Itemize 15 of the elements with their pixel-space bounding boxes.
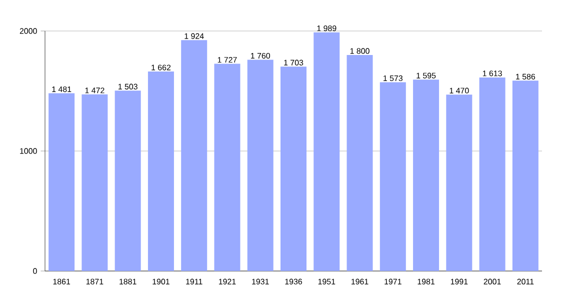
bar: [280, 66, 307, 271]
bar: [446, 94, 472, 271]
bar: [148, 72, 174, 271]
bar: [48, 93, 75, 271]
bar: [181, 40, 208, 271]
bar: [247, 60, 274, 271]
bar: [314, 32, 340, 271]
bar: [214, 64, 240, 271]
bar: [479, 77, 506, 271]
bar: [512, 80, 538, 271]
bar: [82, 94, 108, 271]
bar: [413, 80, 440, 271]
bar: [380, 82, 406, 271]
bar: [114, 90, 141, 271]
bar: [346, 54, 373, 271]
